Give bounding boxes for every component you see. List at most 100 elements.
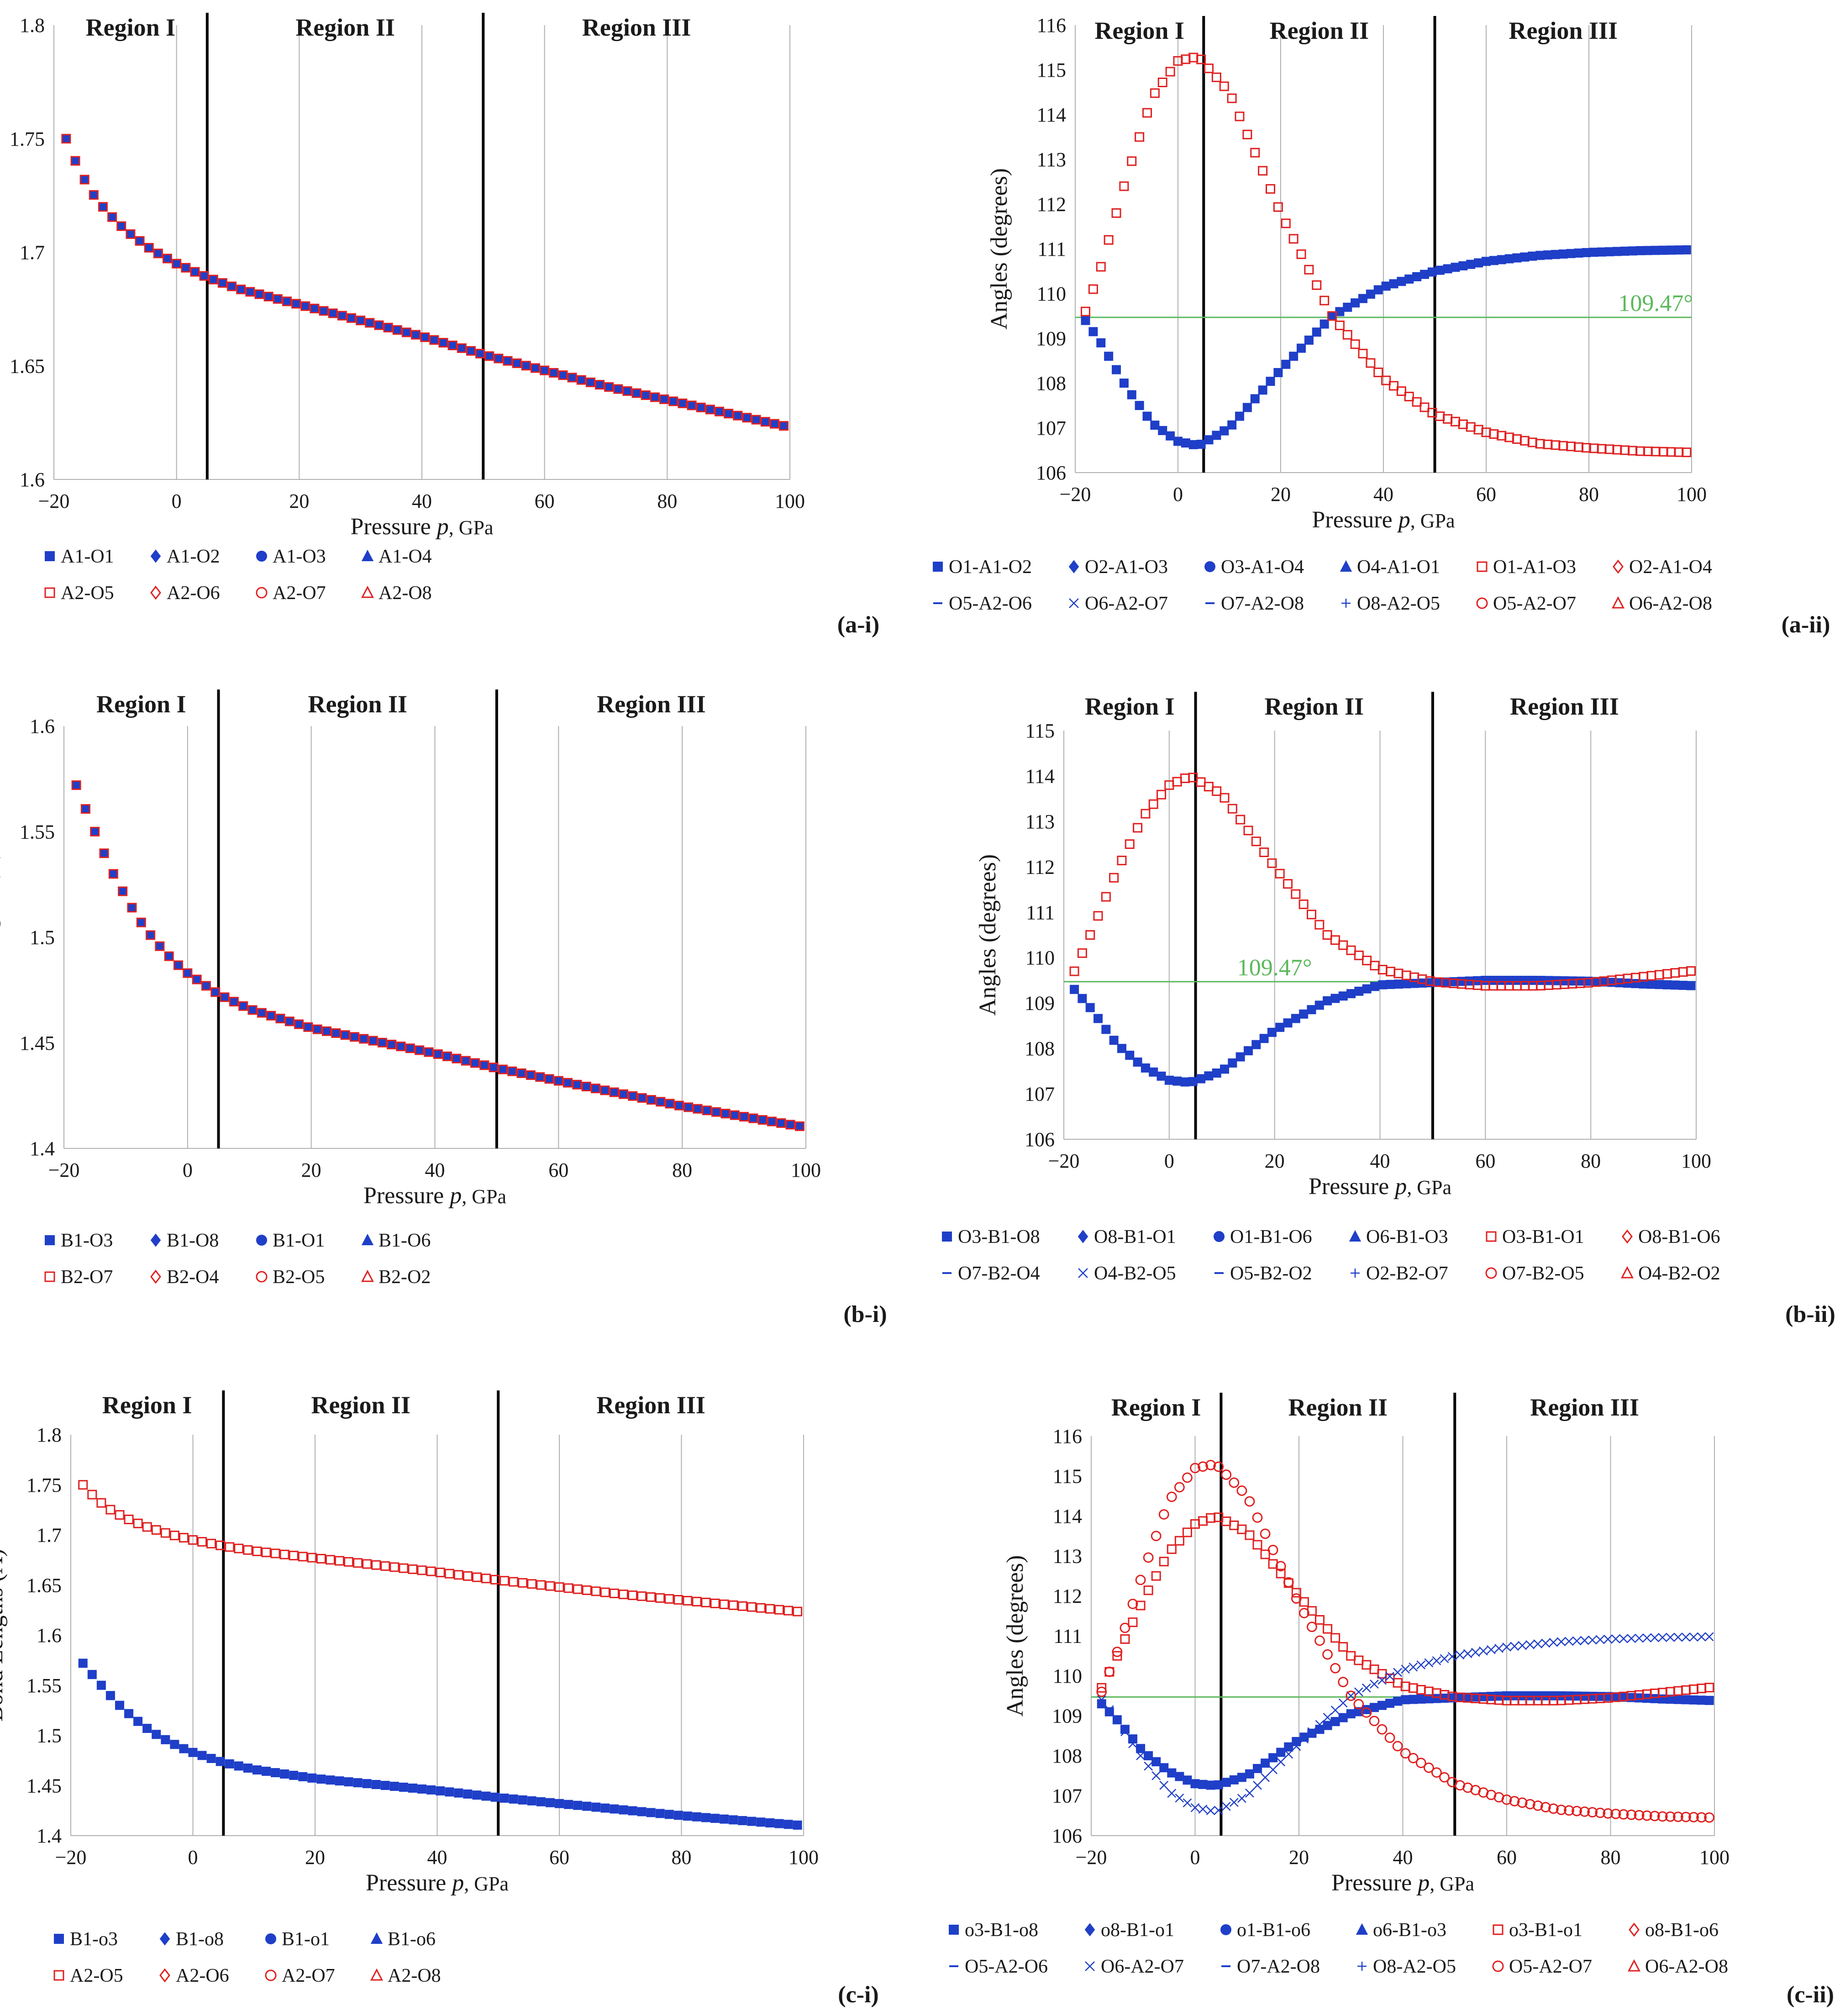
data-point (135, 236, 145, 246)
data-point (1518, 1641, 1527, 1650)
data-point (1533, 1639, 1543, 1649)
data-point (545, 1798, 555, 1807)
legend-label: A2-O8 (388, 1965, 441, 1986)
legend-item: o6-B1-o3 (1356, 1920, 1446, 1941)
legend-item: O6-A2-O7 (1085, 1956, 1184, 1977)
data-point (1670, 980, 1680, 990)
data-point (494, 353, 504, 363)
data-point (1158, 426, 1167, 435)
legend-label: o1-B1-o6 (1237, 1920, 1310, 1941)
data-point (1641, 1810, 1652, 1821)
data-point (1412, 397, 1422, 407)
data-point (1509, 1796, 1520, 1806)
legend-label: O3-B1-O8 (958, 1226, 1040, 1247)
data-point (711, 1107, 721, 1117)
data-point (1111, 208, 1121, 218)
y-tick-label: 116 (1037, 14, 1066, 37)
legend-item: O2-A1-O3 (1068, 557, 1168, 578)
data-point (170, 1740, 179, 1749)
data-point (1141, 1063, 1150, 1073)
data-point (1659, 246, 1668, 255)
data-point (1385, 1672, 1394, 1681)
data-point (656, 1097, 665, 1106)
data-point (1689, 1684, 1698, 1694)
data-point (70, 156, 80, 166)
data-point (417, 1565, 427, 1575)
data-point (263, 292, 273, 302)
data-point (783, 1820, 793, 1829)
data-point (1489, 429, 1499, 439)
data-point (1204, 63, 1214, 74)
legend-item: B1-o6 (370, 1929, 436, 1950)
legend-label: O7-B2-O4 (958, 1263, 1040, 1284)
data-point (1149, 1067, 1158, 1077)
data-point (453, 1570, 463, 1580)
data-point (1281, 359, 1291, 369)
data-point (1686, 966, 1696, 976)
data-point (1250, 394, 1260, 404)
data-point (647, 1095, 656, 1105)
legend-marker (159, 1932, 170, 1946)
data-point (600, 1803, 610, 1813)
y-tick-label: 1.5 (37, 1725, 62, 1747)
data-point (1549, 1637, 1558, 1647)
series-B2-O7 (71, 780, 804, 1131)
data-point (507, 1066, 517, 1076)
data-point (1127, 156, 1137, 166)
data-point (1466, 422, 1476, 432)
data-point (347, 313, 357, 323)
data-point (210, 987, 220, 997)
data-point (254, 289, 264, 299)
data-point (591, 1084, 601, 1094)
data-point (1678, 967, 1688, 977)
x-tick-label: 60 (548, 1159, 568, 1181)
data-point (396, 1042, 406, 1051)
legend-item: B2-O7 (44, 1267, 113, 1288)
legend-label: O2-A1-O4 (1629, 557, 1712, 578)
data-point (1579, 1806, 1590, 1817)
data-point (558, 370, 568, 380)
data-point (1291, 1588, 1301, 1598)
data-point (1204, 1071, 1214, 1081)
data-point (155, 942, 164, 951)
data-point (1120, 1727, 1130, 1737)
y-tick-label: 1.8 (37, 1424, 62, 1446)
data-point (728, 1600, 738, 1610)
x-tick-label: −20 (48, 1159, 80, 1181)
data-point (1541, 1638, 1551, 1648)
data-point (399, 1782, 408, 1792)
data-point (1251, 837, 1261, 847)
data-point (692, 1596, 702, 1606)
data-point (1589, 247, 1599, 257)
x-tick-label: 0 (1164, 1150, 1174, 1172)
legend-item: o3-B1-o8 (949, 1920, 1038, 1941)
legend-marker (54, 1934, 64, 1944)
data-point (737, 1601, 747, 1611)
data-point (448, 341, 457, 350)
data-point (719, 1599, 729, 1609)
data-point (1275, 1561, 1286, 1572)
y-tick-label: 106 (1025, 1128, 1055, 1151)
data-point (1245, 1788, 1254, 1798)
data-point (1673, 1695, 1683, 1704)
data-point (197, 1751, 207, 1760)
legend-item: O7-B2-O5 (1485, 1263, 1584, 1284)
legend-item: O5-B2-O2 (1214, 1263, 1312, 1284)
data-point (664, 1810, 674, 1819)
data-point (710, 1598, 720, 1608)
data-point (225, 1759, 234, 1769)
data-point (153, 248, 163, 258)
data-point (411, 330, 421, 340)
data-point (1304, 335, 1314, 345)
data-point (1572, 1636, 1582, 1646)
series-O1-A1-O2 (1081, 245, 1691, 449)
data-point (1314, 920, 1325, 930)
data-point (540, 365, 550, 375)
data-point (371, 1780, 381, 1790)
legend-label: O6-B1-O3 (1366, 1226, 1448, 1247)
y-tick-label: 1.75 (26, 1474, 62, 1496)
region-label: Region I (1111, 1394, 1201, 1421)
data-point (1551, 440, 1561, 450)
data-point (229, 997, 239, 1006)
data-point (248, 1005, 258, 1015)
